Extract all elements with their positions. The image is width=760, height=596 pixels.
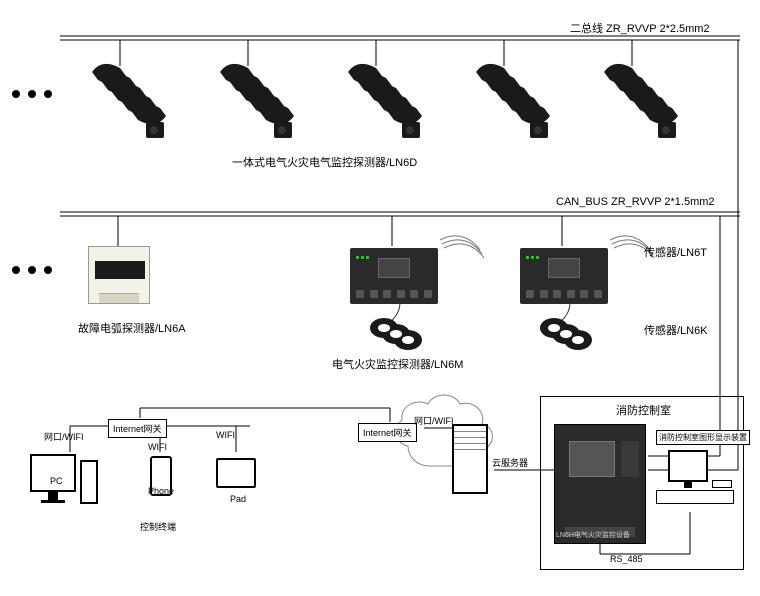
fire-monitor-2 bbox=[520, 248, 608, 304]
gateway2-label: Internet网关 bbox=[363, 428, 412, 438]
arc-detector-label: 故障电弧探测器/LN6A bbox=[78, 320, 186, 336]
bus-mid-label: CAN_BUS ZR_RVVP 2*1.5mm2 bbox=[556, 196, 715, 208]
wifi-mid-label-1: WIFI bbox=[148, 442, 167, 452]
display-label: 消防控制室图形显示装置 bbox=[659, 433, 747, 442]
cloud-server bbox=[452, 424, 488, 494]
display-keyboard bbox=[712, 480, 732, 488]
cloud-label: 云服务器 bbox=[492, 456, 528, 469]
fire-monitor-label: 电气火灾监控探测器/LN6M bbox=[332, 356, 463, 372]
display-stand bbox=[684, 482, 692, 488]
pc-tower bbox=[80, 460, 98, 504]
continuation-dots-top bbox=[12, 90, 52, 98]
wifi-left-label: 网口/WIFI bbox=[44, 430, 84, 443]
bus-top-label: 二总线 ZR_RVVP 2*2.5mm2 bbox=[570, 20, 710, 36]
control-room-title: 消防控制室 bbox=[616, 402, 671, 418]
pc-monitor bbox=[30, 454, 76, 492]
continuation-dots-mid bbox=[12, 266, 52, 274]
pc-base bbox=[41, 500, 65, 503]
internet-gateway-1: Internet网关 bbox=[108, 419, 167, 438]
detector-ln6d-label: 一体式电气火灾电气监控探测器/LN6D bbox=[232, 154, 417, 170]
internet-gateway-2: Internet网关 bbox=[358, 423, 417, 442]
gateway1-label: Internet网关 bbox=[113, 424, 162, 434]
fire-monitor-1 bbox=[350, 248, 438, 304]
wifi-mid-label-2: WIFI bbox=[216, 430, 235, 440]
arc-detector-ln6a bbox=[88, 246, 150, 304]
phone-label: Phone bbox=[148, 486, 174, 496]
detector-cluster-svg bbox=[92, 64, 678, 138]
pad-label: Pad bbox=[230, 494, 246, 504]
wifi-right-label: 网口/WIFI bbox=[414, 414, 454, 427]
rs485-label: RS_485 bbox=[610, 554, 643, 564]
cabinet-sub-label: LN6H电气火灾监控设备 bbox=[556, 530, 630, 540]
pc-stand bbox=[48, 492, 58, 500]
temp-sensor-label: 传感器/LN6T bbox=[644, 244, 707, 260]
ring-sensor-label: 传感器/LN6K bbox=[644, 322, 708, 338]
control-cabinet bbox=[554, 424, 646, 544]
terminal-label: 控制终端 bbox=[140, 520, 176, 533]
pc-label: PC bbox=[50, 476, 63, 486]
pad-device bbox=[216, 458, 256, 488]
display-device-label-box: 消防控制室图形显示装置 bbox=[656, 430, 750, 445]
display-monitor bbox=[668, 450, 708, 482]
display-desk bbox=[656, 490, 734, 504]
